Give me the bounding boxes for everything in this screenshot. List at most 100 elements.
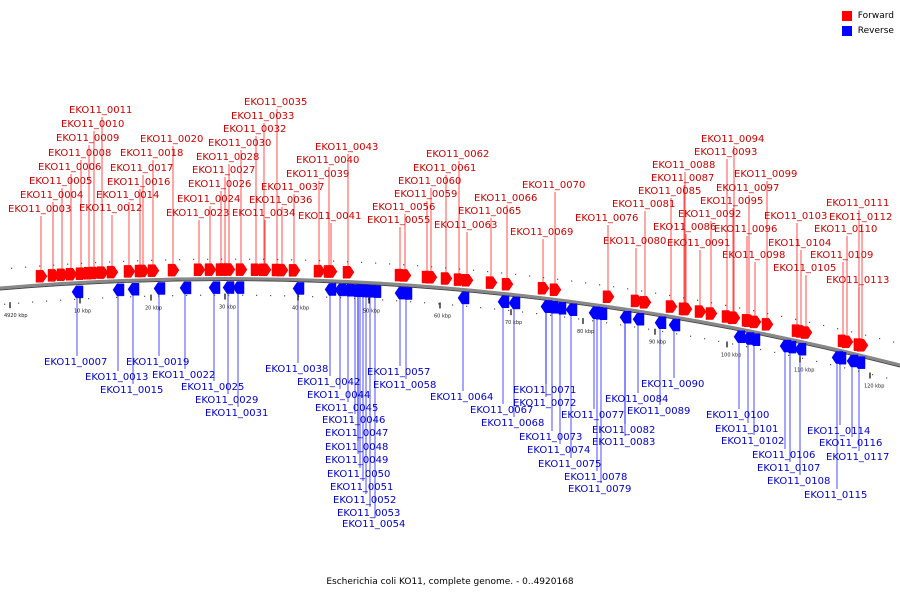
gene-label[interactable]: EKO11_0086 xyxy=(653,222,716,233)
EKO11_0081-arrow[interactable] xyxy=(639,296,652,309)
gene-label[interactable]: EKO11_0102 xyxy=(721,436,784,447)
gene-label[interactable]: EKO11_0009 xyxy=(56,133,119,144)
gene-label[interactable]: EKO11_0111 xyxy=(826,198,889,209)
EKO11_0089-arrow[interactable] xyxy=(654,316,667,329)
gene-label[interactable]: EKO11_0097 xyxy=(716,183,779,194)
EKO11_0070-arrow[interactable] xyxy=(549,283,562,296)
gene-label[interactable]: EKO11_0014 xyxy=(96,190,159,201)
gene-label[interactable]: EKO11_0117 xyxy=(826,452,889,463)
EKO11_0061-arrow[interactable] xyxy=(440,272,453,285)
gene-label[interactable]: EKO11_0033 xyxy=(231,111,294,122)
EKO11_0110-arrow[interactable] xyxy=(841,335,854,349)
gene-label[interactable]: EKO11_0096 xyxy=(714,224,777,235)
gene-label[interactable]: EKO11_0052 xyxy=(333,495,396,506)
gene-label[interactable]: EKO11_0085 xyxy=(638,186,701,197)
EKO11_0015-arrow[interactable] xyxy=(127,283,140,296)
EKO11_0034-arrow[interactable] xyxy=(259,263,272,277)
gene-label[interactable]: EKO11_0081 xyxy=(612,199,675,210)
legend-reverse[interactable]: Reverse xyxy=(841,23,894,38)
gene-label[interactable]: EKO11_0026 xyxy=(188,179,251,190)
gene-label[interactable]: EKO11_0067 xyxy=(470,405,533,416)
EKO11_0117-arrow[interactable] xyxy=(853,356,866,369)
gene-label[interactable]: EKO11_0037 xyxy=(261,182,324,193)
gene-label[interactable]: EKO11_0095 xyxy=(700,196,763,207)
gene-label[interactable]: EKO11_0076 xyxy=(575,213,638,224)
EKO11_0058-arrow[interactable] xyxy=(400,287,413,300)
EKO11_0085-arrow[interactable] xyxy=(665,300,678,313)
gene-label[interactable]: EKO11_0078 xyxy=(564,472,627,483)
gene-label[interactable]: EKO11_0103 xyxy=(764,211,827,222)
gene-label[interactable]: EKO11_0114 xyxy=(807,426,870,437)
gene-label[interactable]: EKO11_0109 xyxy=(810,250,873,261)
EKO11_0037-arrow[interactable] xyxy=(288,264,301,277)
gene-label[interactable]: EKO11_0091 xyxy=(667,238,730,249)
gene-label[interactable]: EKO11_0080 xyxy=(603,236,666,247)
gene-label[interactable]: EKO11_0015 xyxy=(100,385,163,396)
gene-label[interactable]: EKO11_0074 xyxy=(527,445,590,456)
EKO11_0029-arrow[interactable] xyxy=(222,281,235,294)
gene-label[interactable]: EKO11_0030 xyxy=(208,138,271,149)
gene-label[interactable]: EKO11_0028 xyxy=(196,152,259,163)
EKO11_0036-arrow[interactable] xyxy=(276,263,289,277)
gene-label[interactable]: EKO11_0063 xyxy=(434,220,497,231)
gene-label[interactable]: EKO11_0020 xyxy=(140,134,203,145)
EKO11_0022-arrow[interactable] xyxy=(179,281,192,295)
EKO11_0100-arrow[interactable] xyxy=(733,330,746,344)
gene-label[interactable]: EKO11_0043 xyxy=(315,142,378,153)
gene-label[interactable]: EKO11_0110 xyxy=(814,224,877,235)
gene-label[interactable]: EKO11_0004 xyxy=(20,190,83,201)
gene-label[interactable]: EKO11_0025 xyxy=(181,382,244,393)
EKO11_0091-arrow[interactable] xyxy=(694,305,707,318)
EKO11_0075-arrow[interactable] xyxy=(565,303,578,316)
gene-label[interactable]: EKO11_0035 xyxy=(244,97,307,108)
gene-label[interactable]: EKO11_0012 xyxy=(79,203,142,214)
gene-label[interactable]: EKO11_0101 xyxy=(715,424,778,435)
gene-label[interactable]: EKO11_0092 xyxy=(678,209,741,220)
gene-label[interactable]: EKO11_0003 xyxy=(8,204,71,215)
EKO11_0064-arrow[interactable] xyxy=(457,291,470,305)
EKO11_0042-arrow[interactable] xyxy=(324,283,337,296)
gene-label[interactable]: EKO11_0059 xyxy=(394,189,457,200)
gene-label[interactable]: EKO11_0065 xyxy=(458,206,521,217)
gene-label[interactable]: EKO11_0042 xyxy=(297,377,360,388)
EKO11_0079-arrow[interactable] xyxy=(595,307,608,321)
gene-label[interactable]: EKO11_0040 xyxy=(296,155,359,166)
EKO11_0065-arrow[interactable] xyxy=(485,276,498,289)
gene-label[interactable]: EKO11_0016 xyxy=(107,177,170,188)
EKO11_0056-arrow[interactable] xyxy=(399,269,412,282)
EKO11_0023-arrow[interactable] xyxy=(193,263,206,276)
gene-label[interactable]: EKO11_0054 xyxy=(342,519,405,530)
gene-label[interactable]: EKO11_0036 xyxy=(249,195,312,206)
gene-label[interactable]: EKO11_0089 xyxy=(627,406,690,417)
gene-label[interactable]: EKO11_0094 xyxy=(701,134,764,145)
EKO11_0017-arrow[interactable] xyxy=(137,264,150,278)
EKO11_0102-arrow[interactable] xyxy=(748,333,761,346)
EKO11_0067-arrow[interactable] xyxy=(497,295,510,309)
gene-label[interactable]: EKO11_0077 xyxy=(561,410,624,421)
gene-label[interactable]: EKO11_0039 xyxy=(286,169,349,180)
EKO11_0115-arrow[interactable] xyxy=(831,351,844,364)
gene-label[interactable]: EKO11_0093 xyxy=(694,147,757,158)
EKO11_0043-arrow[interactable] xyxy=(342,266,355,279)
EKO11_0074-arrow[interactable] xyxy=(554,302,567,315)
gene-label[interactable]: EKO11_0027 xyxy=(192,165,255,176)
EKO11_0083-arrow[interactable] xyxy=(619,311,632,324)
gene-label[interactable]: EKO11_0075 xyxy=(538,459,601,470)
EKO11_0095-arrow[interactable] xyxy=(727,311,740,324)
EKO11_0031-arrow[interactable] xyxy=(232,281,245,294)
gene-label[interactable]: EKO11_0038 xyxy=(265,364,328,375)
EKO11_0030-arrow[interactable] xyxy=(235,263,248,276)
gene-label[interactable]: EKO11_0073 xyxy=(519,432,582,443)
gene-label[interactable]: EKO11_0024 xyxy=(177,194,240,205)
gene-label[interactable]: EKO11_0023 xyxy=(166,208,229,219)
gene-label[interactable]: EKO11_0029 xyxy=(195,395,258,406)
EKO11_0108-arrow[interactable] xyxy=(794,342,807,356)
gene-label[interactable]: EKO11_0106 xyxy=(752,450,815,461)
gene-label[interactable]: EKO11_0100 xyxy=(706,410,769,421)
gene-label[interactable]: EKO11_0034 xyxy=(232,208,295,219)
gene-label[interactable]: EKO11_0022 xyxy=(152,370,215,381)
gene-label[interactable]: EKO11_0064 xyxy=(430,392,493,403)
EKO11_0063-arrow[interactable] xyxy=(461,274,474,287)
EKO11_0011-arrow[interactable] xyxy=(96,266,109,279)
gene-label[interactable]: EKO11_0053 xyxy=(337,508,400,519)
